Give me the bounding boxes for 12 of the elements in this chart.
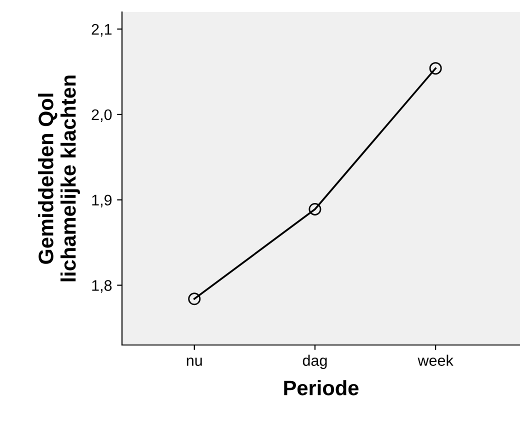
x-tick-label: dag xyxy=(302,354,327,369)
y-tick-label: 2,1 xyxy=(92,24,112,37)
y-tick-label: 1,8 xyxy=(92,280,112,293)
y-tick-label: 2,0 xyxy=(92,109,112,122)
point xyxy=(188,292,201,306)
y-axis-title: Gemiddelden Qol lichamelijke klachten xyxy=(38,76,80,282)
x-axis-title: Periode xyxy=(284,380,358,396)
point xyxy=(308,202,322,216)
x-tick-label: week xyxy=(418,354,454,366)
y-tick-label: 1,9 xyxy=(92,194,112,208)
point xyxy=(429,62,442,75)
x-tick-label: nu xyxy=(186,358,202,366)
